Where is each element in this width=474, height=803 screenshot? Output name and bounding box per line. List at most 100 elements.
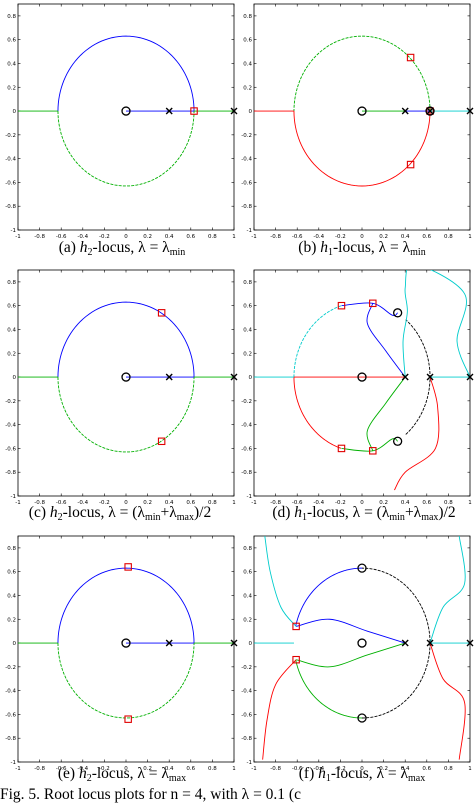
x-tick-label: 0.2 (379, 766, 388, 772)
x-tick-label: -1 (15, 766, 20, 772)
axes-box (253, 3, 471, 231)
y-tick-label: -0.8 (241, 470, 252, 476)
axes-box (17, 3, 235, 231)
locus-branch-2 (405, 319, 431, 435)
caption-h: h (318, 765, 326, 782)
locus-branch-1 (293, 377, 342, 449)
x-tick-label: -0.2 (99, 500, 110, 506)
caption-label: (e) (58, 765, 79, 782)
caption-lambda-sub: max (408, 773, 425, 784)
x-tick-label: 1 (468, 766, 472, 772)
caption-lambda-sub2: max (177, 512, 194, 523)
zero-circle (357, 106, 367, 116)
y-tick-label: -0.2 (241, 133, 252, 139)
zero-circle (392, 308, 403, 318)
y-tick-label: -1 (247, 228, 252, 234)
panel-caption: (a) h2-locus, λ = λmin (59, 239, 186, 258)
x-tick-label: -1 (251, 766, 256, 772)
y-tick-label: -0.2 (5, 133, 16, 139)
x-tick-label: -0.4 (77, 500, 88, 506)
locus-branch-8 (394, 376, 440, 491)
caption-sub: 2 (58, 512, 63, 523)
x-tick-label: -0.6 (56, 766, 67, 772)
x-tick-label: -0.2 (99, 766, 110, 772)
caption-mid: +λ (405, 504, 422, 521)
pole-cross (401, 373, 409, 381)
caption-label: (b) (298, 239, 320, 256)
panel-d: -1 -0.8 -0.6 -0.4 -0.2 0 0.2 0.4 0.6 0.8 1 -1 -0.8 -0… (241, 269, 474, 523)
y-tick-label: -0.2 (5, 399, 16, 405)
x-tick-label: 0.6 (422, 766, 431, 772)
caption-rest: -locus, λ = λ (93, 239, 171, 256)
panel-caption: (e) h2-locus, λ = λmax (58, 765, 186, 784)
y-tick-label: 0.6 (243, 570, 252, 576)
pole-cross (230, 107, 238, 115)
y-tick-label: 0.8 (243, 546, 252, 552)
y-tick-label: 0 (249, 109, 253, 115)
y-tick-label: 0.2 (7, 617, 16, 623)
y-tick-label: 0.2 (243, 351, 252, 357)
caption-tail: )/2 (194, 504, 211, 521)
y-tick-label: -0.8 (241, 204, 252, 210)
y-tick-label: 0.4 (7, 327, 16, 333)
x-tick-label: -0.8 (34, 766, 45, 772)
caption-rest: -locus, λ = (λ (63, 504, 146, 521)
gain-marker-square (369, 299, 377, 308)
x-tick-label: -0.4 (313, 766, 324, 772)
x-tick-label: 0.8 (444, 234, 453, 240)
y-tick-label: 0.8 (7, 546, 16, 552)
locus-branch-0 (293, 305, 342, 378)
pole-cross (230, 639, 238, 647)
y-tick-label: -0.4 (5, 157, 16, 163)
y-tick-label: -0.2 (241, 665, 252, 671)
pole-cross (426, 107, 434, 115)
y-tick-label: -0.4 (241, 689, 252, 695)
panel-e: -1 -0.8 -0.6 -0.4 -0.2 0 0.2 0.4 0.6 0.8 1 -1 -0.8 -0… (5, 535, 238, 784)
y-tick-label: 0.2 (7, 351, 16, 357)
gain-marker-square (337, 444, 346, 453)
caption-sub: 2 (88, 247, 93, 258)
caption-rest: -locus, λ = (λ (307, 504, 390, 521)
y-tick-label: 0.6 (7, 38, 16, 44)
y-tick-label: -0.8 (5, 204, 16, 210)
x-tick-label: 0.2 (379, 500, 388, 506)
locus-branch-1 (57, 643, 195, 719)
gain-marker-square (124, 563, 132, 571)
x-tick-label: 0.8 (208, 234, 217, 240)
y-tick-label: -1 (11, 494, 16, 500)
y-tick-label: 0.4 (243, 327, 252, 333)
caption-rest: -locus, λ = λ (333, 239, 411, 256)
locus-branch-5 (296, 642, 406, 668)
panel-c: -1 -0.8 -0.6 -0.4 -0.2 0 0.2 0.4 0.6 0.8 1 -1 -0.8 -0… (5, 269, 238, 523)
caption-sub: 2 (87, 773, 92, 784)
caption-label: (f) (299, 765, 318, 782)
locus-branch-4 (366, 303, 406, 378)
pole-cross (230, 373, 238, 381)
y-tick-label: 0.8 (7, 280, 16, 286)
y-tick-label: -0.4 (5, 423, 16, 429)
y-tick-label: 0.8 (243, 280, 252, 286)
x-tick-label: 0 (360, 766, 364, 772)
y-tick-label: -0.6 (241, 180, 252, 186)
y-tick-label: 0.4 (7, 593, 16, 599)
y-tick-label: -1 (11, 760, 16, 766)
locus-branch-7 (402, 270, 470, 378)
caption-label: (a) (59, 239, 80, 256)
pole-cross (426, 639, 434, 647)
locus-branch-0 (295, 567, 363, 627)
zero-circle (121, 106, 131, 116)
y-tick-label: 0.2 (243, 617, 252, 623)
series-group (18, 567, 234, 719)
zero-circle (121, 638, 131, 648)
y-tick-label: 0.4 (7, 61, 16, 67)
x-tick-label: 0.2 (379, 234, 388, 240)
y-tick-label: -0.4 (5, 689, 16, 695)
y-tick-label: 0.6 (243, 38, 252, 44)
zero-circle (392, 436, 403, 446)
y-tick-label: -0.8 (5, 736, 16, 742)
x-tick-label: -1 (251, 500, 256, 506)
caption-h: h (79, 765, 87, 782)
x-tick-label: -0.6 (56, 234, 67, 240)
y-tick-label: 0.4 (243, 61, 252, 67)
x-tick-label: 0.4 (165, 500, 174, 506)
